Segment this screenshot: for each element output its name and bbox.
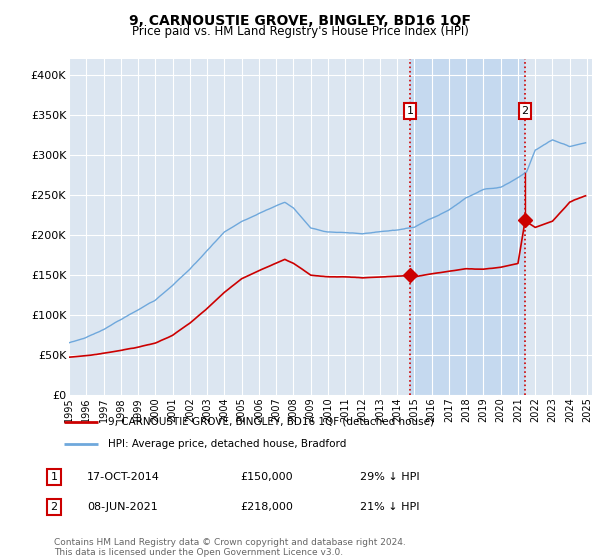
- Text: 2: 2: [50, 502, 58, 512]
- Text: 9, CARNOUSTIE GROVE, BINGLEY, BD16 1QF (detached house): 9, CARNOUSTIE GROVE, BINGLEY, BD16 1QF (…: [108, 417, 434, 427]
- Text: 29% ↓ HPI: 29% ↓ HPI: [360, 472, 419, 482]
- Text: £218,000: £218,000: [240, 502, 293, 512]
- Text: 2: 2: [521, 106, 529, 116]
- Bar: [410, 59, 525, 395]
- Text: £150,000: £150,000: [240, 472, 293, 482]
- Text: 17-OCT-2014: 17-OCT-2014: [87, 472, 160, 482]
- Text: 1: 1: [407, 106, 413, 116]
- Text: 21% ↓ HPI: 21% ↓ HPI: [360, 502, 419, 512]
- Text: Contains HM Land Registry data © Crown copyright and database right 2024.
This d: Contains HM Land Registry data © Crown c…: [54, 538, 406, 557]
- Text: 08-JUN-2021: 08-JUN-2021: [87, 502, 158, 512]
- Text: 1: 1: [50, 472, 58, 482]
- Text: Price paid vs. HM Land Registry's House Price Index (HPI): Price paid vs. HM Land Registry's House …: [131, 25, 469, 38]
- Text: 9, CARNOUSTIE GROVE, BINGLEY, BD16 1QF: 9, CARNOUSTIE GROVE, BINGLEY, BD16 1QF: [129, 14, 471, 28]
- Text: HPI: Average price, detached house, Bradford: HPI: Average price, detached house, Brad…: [108, 438, 346, 449]
